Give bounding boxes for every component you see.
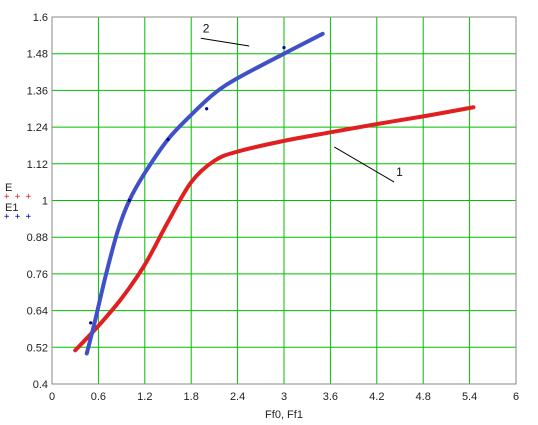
y-tick-label: 1.6 [33,12,48,24]
x-tick-labels: 0 0.6 1.2 1.8 2.4 3 3.6 4.2 4.8 5.4 6 [49,391,519,403]
y-legend-e-glyph: + + + [4,192,32,202]
annotation-leader-line [334,146,395,183]
y-tick-label: 0.52 [27,342,48,354]
x-tick-label: 4.2 [369,391,384,403]
x-axis-label: Ff0, Ff1 [265,409,303,421]
y-tick-label: 0.64 [27,306,48,318]
x-tick-label: 4.8 [416,391,431,403]
y-tick-label: 0.76 [27,269,48,281]
x-tick-label: 6 [513,391,519,403]
annotation-label-2: 2 [203,21,210,35]
x-tick-label: 5.4 [462,391,477,403]
annotation-label-1: 1 [396,165,403,179]
y-tick-label: 1.48 [27,49,48,61]
data-point-marker [166,137,170,141]
x-tick-label: 0.6 [91,391,106,403]
data-point-marker [205,107,209,111]
data-point-marker [127,198,131,203]
marker-group [89,45,286,325]
series-line-2 [84,31,325,356]
y-tick-label: 1.12 [27,159,48,171]
x-tick-label: 1.2 [137,391,152,403]
annotation-leader-line [200,37,250,47]
data-point-marker [89,321,93,325]
y-tick-label: 1 [42,196,48,208]
y-tick-label: 1.36 [27,85,48,97]
x-tick-label: 2.4 [230,391,245,403]
series-group [73,31,476,356]
y-legend-e1-glyph: + + + [4,212,32,222]
y-tick-label: 1.24 [27,122,48,134]
x-tick-label: 0 [49,391,55,403]
x-tick-label: 3.6 [323,391,338,403]
x-tick-label: 1.8 [184,391,199,403]
y-tick-label: 0.88 [27,232,48,244]
y-legend-e-label: E [5,182,12,194]
y-legend-e1-label: E1 [5,202,18,214]
y-tick-labels: 0.4 0.52 0.64 0.76 0.88 1 1.12 1.24 1.36 1.48 1.6 [27,12,48,391]
grid [52,17,516,384]
plot-frame [51,16,517,385]
data-point-marker [282,45,286,50]
annotation-group: 12 [200,21,403,183]
x-tick-label: 3 [281,391,287,403]
series-line-1 [73,105,476,353]
y-tick-label: 0.4 [33,379,48,391]
